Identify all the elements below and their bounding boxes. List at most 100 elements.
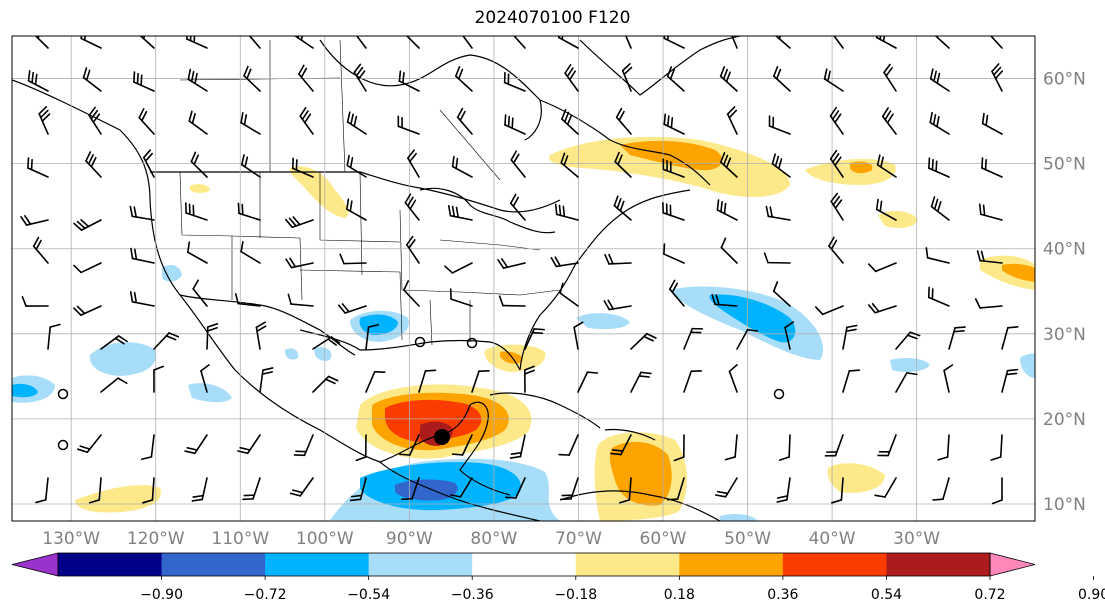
- latitude-label: 50°N: [1043, 155, 1086, 175]
- wind-barb: [630, 371, 652, 393]
- wind-barb: [666, 477, 685, 501]
- wind-barb: [35, 477, 49, 504]
- wind-barb: [339, 253, 367, 265]
- wind-barb: [829, 149, 844, 178]
- wind-barb: [621, 63, 633, 92]
- wind-barb: [1001, 368, 1019, 393]
- colorbar-bin: [368, 553, 473, 576]
- calm-circle: [466, 337, 478, 349]
- longitude-label: 100°W: [296, 529, 354, 549]
- map-frame: [11, 35, 1036, 522]
- wind-barb: [130, 247, 155, 264]
- wind-barb: [139, 36, 155, 49]
- wind-barb: [355, 434, 367, 462]
- wind-barb: [456, 107, 473, 135]
- wind-barb: [772, 66, 791, 92]
- wind-barb: [974, 298, 1003, 309]
- wind-barb: [711, 293, 738, 307]
- wind-barb: [881, 107, 897, 135]
- wind-barb: [991, 477, 1003, 505]
- colorbar-bin: [782, 553, 887, 576]
- wind-barb: [312, 336, 341, 350]
- wind-barb: [76, 434, 102, 454]
- positive-anomaly-pacific-nw: [190, 184, 210, 193]
- latitude-labels: 10°N 20°N 30°N 40°N 50°N 60°N: [1043, 70, 1086, 515]
- wind-barb: [88, 477, 102, 504]
- wind-barb: [47, 323, 61, 350]
- wind-barb: [604, 253, 632, 265]
- colorbar-bin: [265, 553, 370, 576]
- colorbar-tick-label: −0.90: [140, 587, 183, 603]
- wind-barb: [989, 36, 1003, 49]
- wind-barb: [462, 36, 473, 49]
- longitude-label: 80°W: [470, 529, 517, 549]
- colorbar-extend-high: [989, 552, 1036, 577]
- atlantic-coast: [519, 189, 691, 371]
- wind-barb: [454, 66, 473, 92]
- colorbar-tick-label: 0.90: [1078, 587, 1105, 603]
- wind-barb: [613, 195, 632, 221]
- wind-barb: [133, 71, 155, 92]
- wind-barb: [510, 150, 526, 178]
- wind-barb: [190, 151, 208, 178]
- wind-barb: [774, 36, 791, 49]
- wind-barb: [447, 205, 473, 221]
- hudson-bay: [319, 39, 542, 141]
- wind-barb: [27, 70, 49, 92]
- wind-barb: [925, 247, 950, 264]
- positive-anomaly-mid-atlantic-inner: [850, 161, 873, 174]
- wind-barb: [768, 115, 791, 135]
- canada-province-4: [439, 109, 501, 181]
- wind-barb: [875, 198, 897, 221]
- wind-barb: [406, 235, 420, 264]
- wind-barb: [943, 364, 954, 393]
- colorbar: [11, 552, 1036, 577]
- wind-barb: [771, 153, 791, 178]
- wind-barb: [831, 477, 844, 504]
- wind-barb: [498, 295, 526, 307]
- wind-barb: [929, 68, 950, 92]
- negative-anomaly-atlantic-south: [576, 313, 630, 330]
- wind-barb: [614, 151, 632, 178]
- wind-barb: [285, 216, 314, 229]
- wind-barb: [80, 36, 102, 49]
- greenland-coast: [579, 36, 741, 96]
- colorbar-bin: [472, 553, 577, 576]
- latitude-label: 10°N: [1043, 495, 1086, 515]
- colorbar-tick-label: −0.36: [451, 587, 494, 603]
- negative-anomaly-east-edge: [1020, 353, 1035, 379]
- colorbar-bin: [58, 553, 163, 576]
- wind-barb: [346, 198, 367, 221]
- state-line-10: [429, 299, 433, 346]
- us-mexico-border: [179, 294, 356, 356]
- map-area: [12, 36, 1035, 521]
- wind-barb: [868, 302, 897, 314]
- negative-anomaly-mexico-small: [284, 348, 299, 360]
- wind-barb: [451, 434, 473, 456]
- wind-barb: [948, 326, 966, 350]
- wind-barb: [663, 243, 685, 264]
- wind-barb: [669, 279, 685, 307]
- hispaniola: [604, 428, 656, 441]
- wind-barb: [772, 281, 791, 307]
- wind-barb: [399, 434, 420, 456]
- negative-anomaly-pacific-west: [89, 342, 156, 376]
- longitude-label: 30°W: [893, 529, 940, 549]
- central-america-coast: [379, 461, 541, 521]
- wind-barb: [883, 63, 897, 92]
- wind-barb: [559, 282, 579, 307]
- wind-barb: [829, 106, 844, 135]
- wind-barb: [184, 202, 208, 221]
- wind-barb: [981, 112, 1003, 135]
- us-canada-border: [150, 171, 561, 213]
- latitude-label: 30°N: [1043, 325, 1086, 345]
- colorbar-tick-label: 0.36: [767, 587, 798, 603]
- wind-barb: [287, 293, 314, 307]
- wind-barb: [663, 113, 685, 135]
- wind-barb: [259, 367, 274, 393]
- wind-barb: [188, 110, 208, 135]
- positive-anomaly-east-atlantic-inner: [1002, 263, 1035, 282]
- wind-barb: [610, 434, 632, 456]
- wind-barb: [38, 106, 51, 135]
- wind-barbs: [20, 36, 1019, 505]
